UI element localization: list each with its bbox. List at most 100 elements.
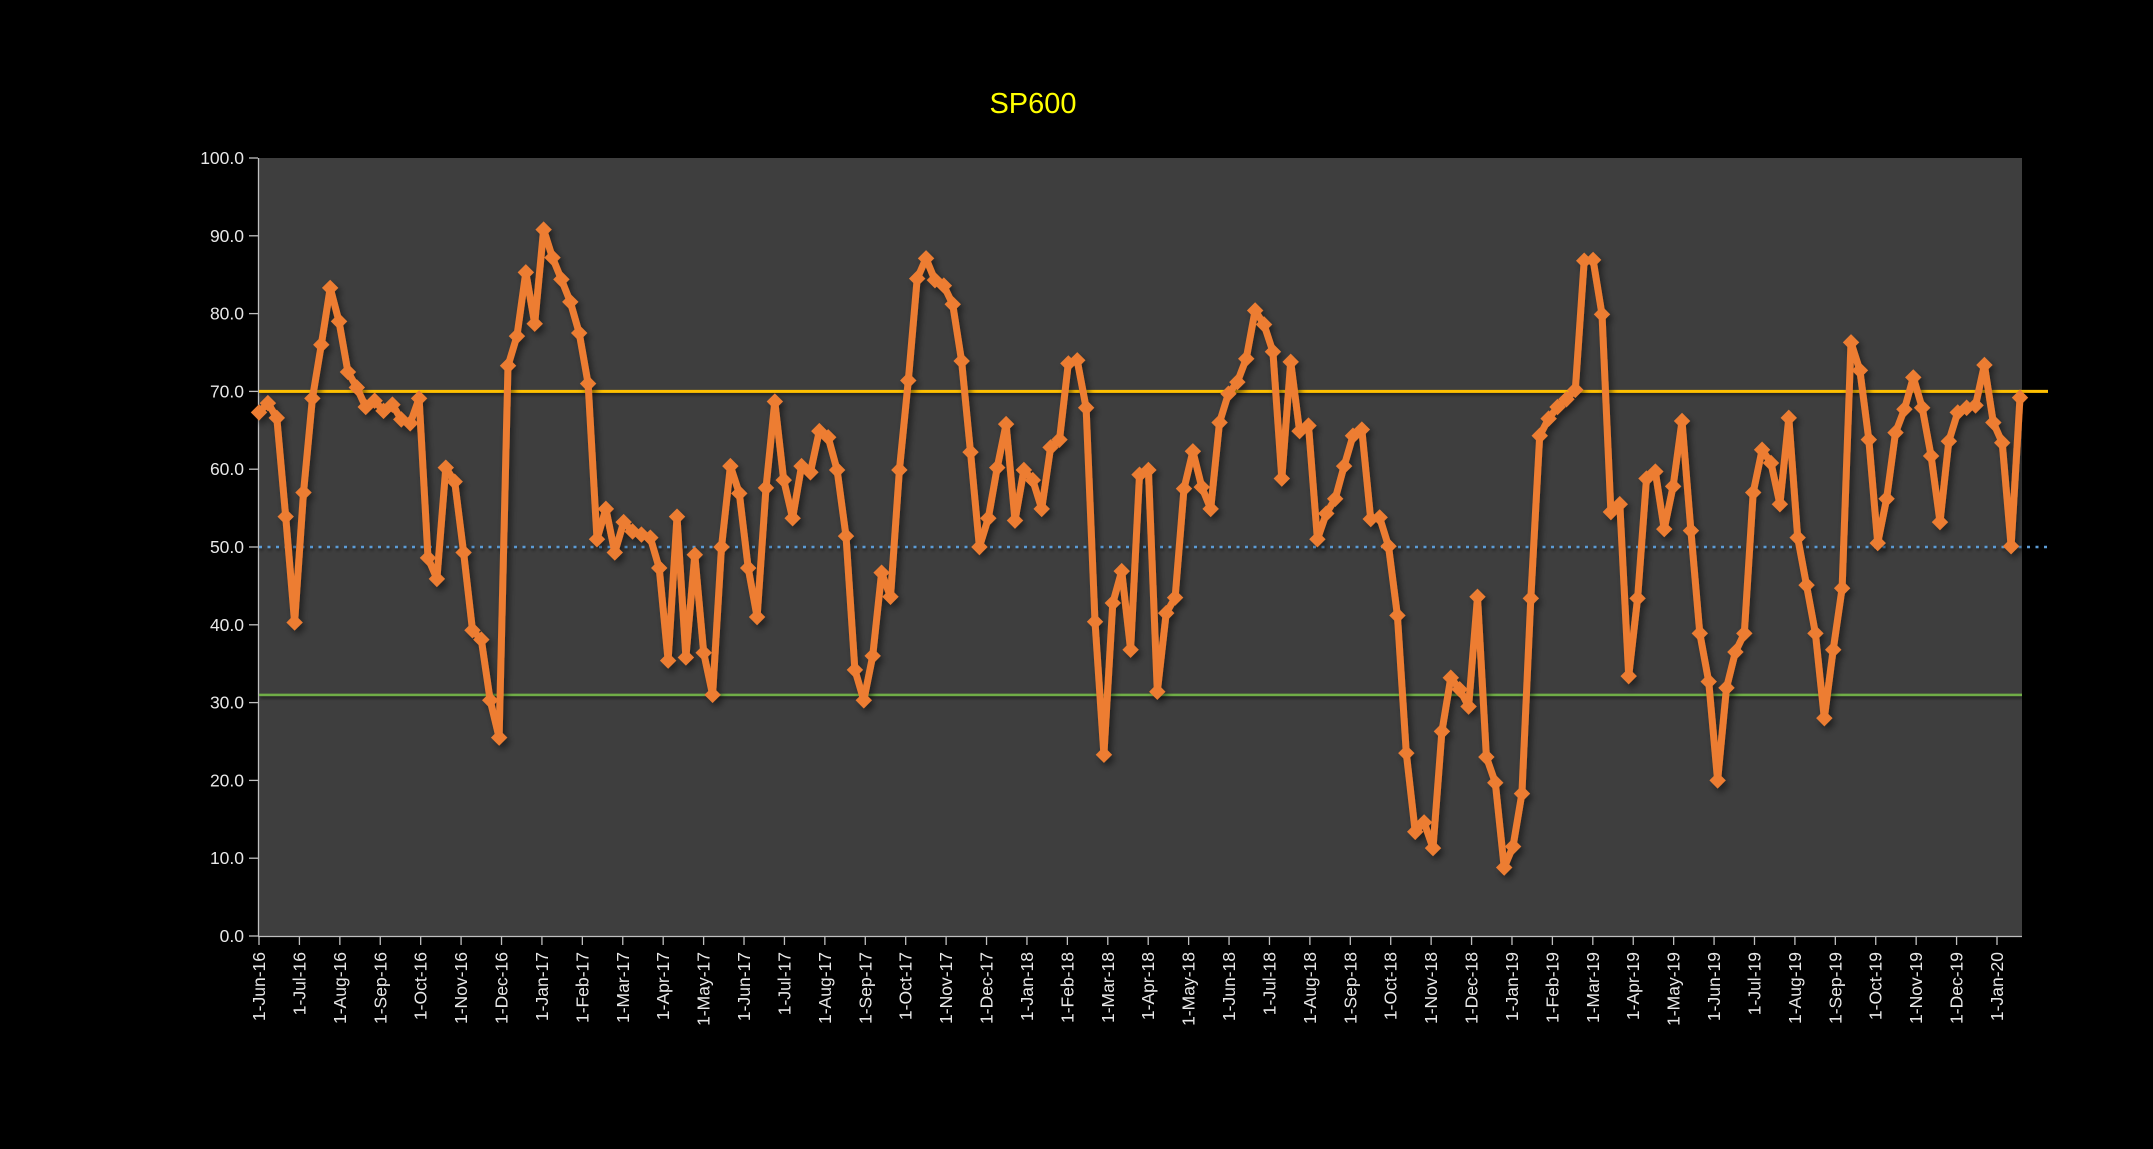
data-point-marker	[766, 393, 784, 410]
data-point-marker	[250, 404, 268, 421]
x-tick-label: 1-Jul-17	[774, 952, 794, 1015]
data-point-marker	[1531, 427, 1548, 444]
data-point-marker	[1736, 625, 1753, 642]
data-point-marker	[1673, 412, 1691, 430]
data-point-marker	[713, 538, 730, 556]
data-point-marker	[1300, 417, 1317, 434]
data-point-marker	[1478, 748, 1495, 766]
data-point-marker	[1122, 641, 1139, 658]
data-point-marker	[953, 352, 970, 370]
data-point-marker	[1816, 709, 1833, 727]
data-point-marker	[1656, 520, 1673, 538]
y-tick-label: 70.0	[210, 381, 244, 401]
data-point-marker	[1255, 316, 1273, 333]
data-point-marker	[588, 531, 606, 548]
x-tick-label: 1-Jun-18	[1219, 952, 1239, 1021]
x-tick-label: 1-Feb-17	[572, 952, 592, 1023]
data-point-marker	[837, 527, 855, 545]
x-tick-label: 1-Aug-16	[330, 952, 350, 1024]
series-sp600	[250, 221, 2029, 876]
data-point-marker	[1175, 480, 1193, 497]
data-point-marker	[917, 250, 935, 267]
data-point-marker	[508, 327, 526, 345]
data-point-marker	[891, 461, 908, 479]
data-point-marker	[1798, 576, 1815, 594]
data-point-marker	[784, 510, 801, 527]
y-tick-label: 20.0	[210, 770, 244, 790]
data-point-marker	[1700, 673, 1717, 690]
x-tick-label: 1-Nov-17	[936, 952, 956, 1024]
data-point-marker	[1994, 434, 2011, 451]
data-point-marker	[1451, 681, 1468, 698]
data-point-marker	[1549, 398, 1566, 416]
x-tick-label: 1-Apr-18	[1138, 952, 1158, 1020]
data-point-marker	[1744, 484, 1762, 501]
data-point-marker	[1157, 604, 1175, 622]
data-point-marker	[1095, 746, 1113, 763]
data-point-marker	[1442, 669, 1459, 686]
data-point-marker	[1905, 369, 1922, 386]
data-point-marker	[1371, 509, 1388, 526]
y-tick-label: 40.0	[210, 615, 244, 635]
data-point-marker	[1318, 505, 1335, 522]
data-point-marker	[1771, 496, 1789, 513]
plot-area	[258, 158, 2022, 936]
data-point-marker	[775, 471, 792, 489]
x-tick-label: 1-Jun-17	[734, 952, 754, 1021]
data-point-marker	[642, 529, 659, 546]
data-point-marker	[1718, 679, 1735, 697]
y-tick-label: 0.0	[220, 926, 245, 946]
data-point-marker	[535, 221, 552, 238]
data-point-marker	[1762, 454, 1780, 472]
data-point-marker	[1682, 522, 1700, 539]
data-point-marker	[1238, 350, 1255, 367]
data-point-marker	[1424, 839, 1442, 857]
data-point-marker	[579, 375, 597, 392]
data-point-marker	[1487, 774, 1504, 791]
x-tick-label: 1-Jul-16	[289, 952, 309, 1015]
data-point-marker	[900, 372, 917, 389]
data-point-marker	[1940, 432, 1958, 450]
data-point-marker	[1896, 401, 1913, 418]
data-point-marker	[437, 459, 454, 476]
data-point-marker	[1513, 785, 1531, 802]
data-point-marker	[1246, 302, 1264, 319]
data-point-marker	[1398, 744, 1415, 762]
x-tick-label: 1-Oct-16	[411, 952, 431, 1020]
data-point-marker	[668, 508, 686, 525]
x-tick-label: 1-Dec-18	[1462, 952, 1482, 1024]
data-point-marker	[339, 363, 357, 381]
x-tick-label: 1-May-19	[1664, 952, 1684, 1026]
x-tick-label: 1-Sep-19	[1825, 952, 1845, 1024]
x-tick-label: 1-Dec-16	[492, 952, 512, 1024]
x-tick-label: 1-Jan-18	[1017, 952, 1037, 1021]
data-point-marker	[1033, 500, 1050, 518]
data-point-marker	[517, 264, 535, 281]
x-tick-label: 1-Dec-17	[977, 952, 997, 1024]
data-point-marker	[597, 500, 615, 518]
x-tick-label: 1-May-18	[1179, 952, 1199, 1026]
data-point-marker	[1869, 534, 1886, 552]
data-point-marker	[811, 422, 828, 440]
data-point-marker	[1593, 306, 1611, 323]
data-point-marker	[401, 415, 419, 432]
data-point-marker	[908, 270, 926, 287]
data-point-marker	[1202, 500, 1219, 518]
x-tick-label: 1-Jul-18	[1259, 952, 1279, 1015]
x-tick-label: 1-Jan-20	[1987, 952, 2007, 1021]
data-point-marker	[1878, 490, 1895, 507]
data-point-marker	[295, 484, 312, 501]
data-point-marker	[1620, 667, 1637, 685]
y-tick-label: 90.0	[210, 226, 244, 246]
data-point-marker	[1415, 814, 1433, 831]
data-point-marker	[1647, 463, 1664, 480]
data-point-marker	[1495, 859, 1513, 876]
x-tick-label: 1-Nov-16	[451, 952, 471, 1024]
data-point-marker	[731, 485, 748, 502]
y-tick-label: 80.0	[210, 304, 244, 324]
data-point-marker	[1335, 457, 1353, 475]
data-point-marker	[820, 429, 837, 446]
data-point-marker	[1727, 643, 1744, 661]
data-point-marker	[1504, 838, 1522, 855]
